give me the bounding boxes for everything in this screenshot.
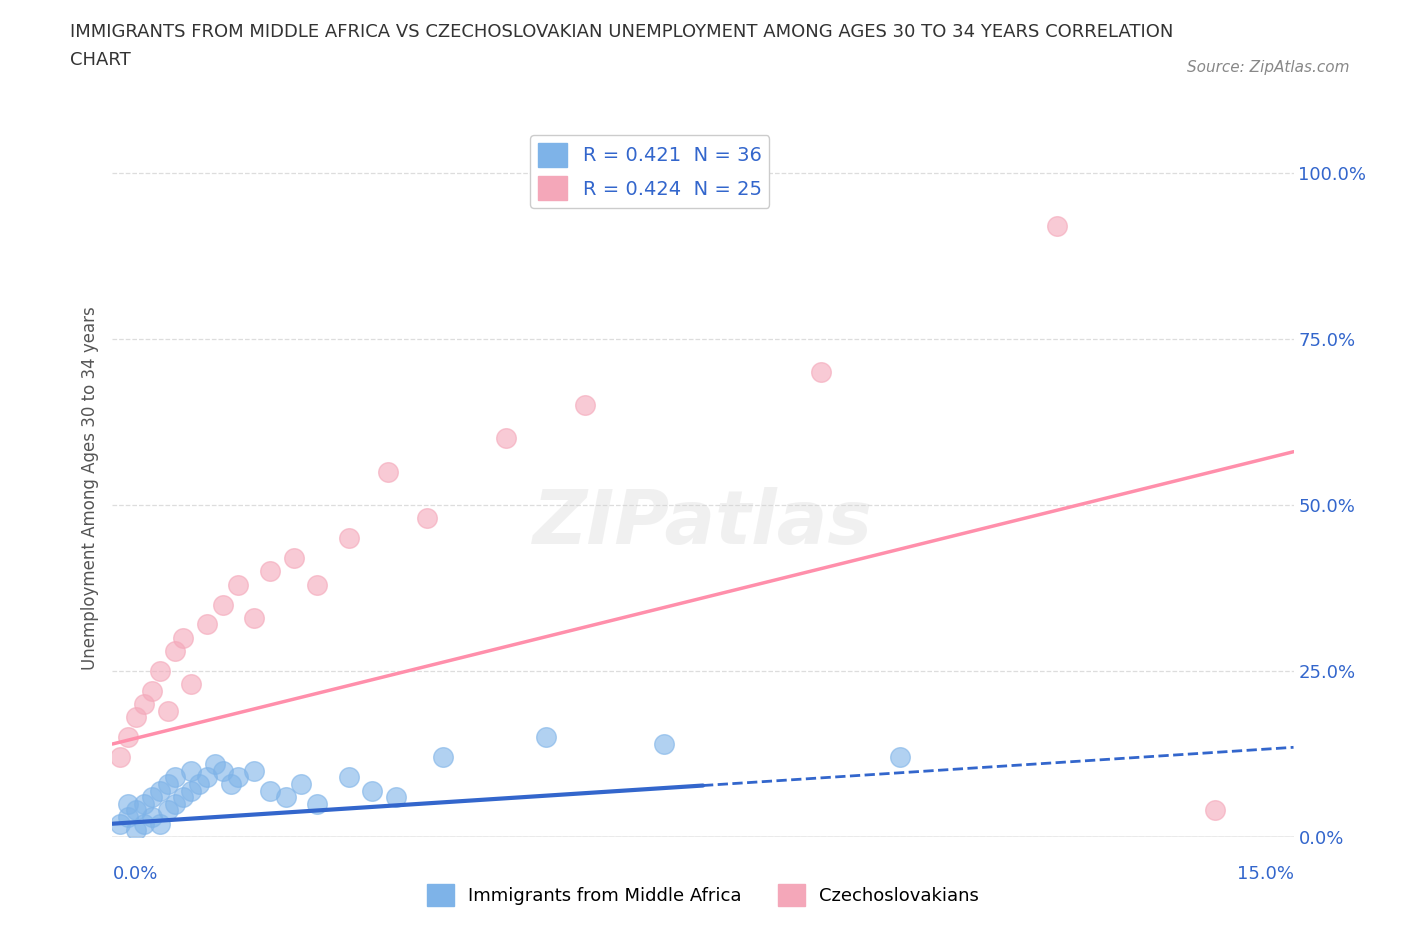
Point xyxy=(117,810,139,825)
Point xyxy=(132,817,155,831)
Point xyxy=(132,796,155,811)
Point xyxy=(180,783,202,798)
Point xyxy=(259,564,281,578)
Point xyxy=(283,551,305,565)
Point xyxy=(117,730,139,745)
Point xyxy=(377,464,399,479)
Text: Source: ZipAtlas.com: Source: ZipAtlas.com xyxy=(1187,60,1350,75)
Point xyxy=(165,770,187,785)
Point xyxy=(156,777,179,791)
Point xyxy=(652,737,675,751)
Point xyxy=(188,777,211,791)
Point xyxy=(125,710,148,724)
Point xyxy=(495,431,517,445)
Point xyxy=(149,817,172,831)
Point xyxy=(211,764,233,778)
Point xyxy=(156,703,179,718)
Point xyxy=(810,365,832,379)
Legend: Immigrants from Middle Africa, Czechoslovakians: Immigrants from Middle Africa, Czechoslo… xyxy=(419,877,987,913)
Point xyxy=(432,750,454,764)
Legend: R = 0.421  N = 36, R = 0.424  N = 25: R = 0.421 N = 36, R = 0.424 N = 25 xyxy=(530,135,769,208)
Text: 0.0%: 0.0% xyxy=(112,865,157,883)
Point xyxy=(125,823,148,838)
Point xyxy=(385,790,408,804)
Point xyxy=(574,398,596,413)
Point xyxy=(165,796,187,811)
Point xyxy=(219,777,242,791)
Point xyxy=(259,783,281,798)
Point xyxy=(172,631,194,645)
Point xyxy=(361,783,384,798)
Point xyxy=(274,790,297,804)
Point xyxy=(125,803,148,817)
Point xyxy=(180,764,202,778)
Point xyxy=(149,783,172,798)
Text: 15.0%: 15.0% xyxy=(1236,865,1294,883)
Y-axis label: Unemployment Among Ages 30 to 34 years: Unemployment Among Ages 30 to 34 years xyxy=(80,306,98,671)
Point xyxy=(156,803,179,817)
Point xyxy=(141,684,163,698)
Point xyxy=(180,677,202,692)
Point xyxy=(307,578,329,592)
Text: CHART: CHART xyxy=(70,51,131,69)
Point xyxy=(1204,803,1226,817)
Point xyxy=(141,810,163,825)
Point xyxy=(889,750,911,764)
Point xyxy=(117,796,139,811)
Point xyxy=(132,697,155,711)
Point xyxy=(243,610,266,625)
Point xyxy=(149,663,172,678)
Point xyxy=(307,796,329,811)
Point xyxy=(110,817,132,831)
Point xyxy=(110,750,132,764)
Point xyxy=(243,764,266,778)
Point xyxy=(1046,219,1069,233)
Point xyxy=(141,790,163,804)
Point xyxy=(165,644,187,658)
Point xyxy=(337,531,360,546)
Point xyxy=(195,617,218,631)
Point xyxy=(195,770,218,785)
Point xyxy=(204,756,226,771)
Point xyxy=(290,777,312,791)
Point xyxy=(172,790,194,804)
Point xyxy=(228,770,250,785)
Point xyxy=(228,578,250,592)
Text: IMMIGRANTS FROM MIDDLE AFRICA VS CZECHOSLOVAKIAN UNEMPLOYMENT AMONG AGES 30 TO 3: IMMIGRANTS FROM MIDDLE AFRICA VS CZECHOS… xyxy=(70,23,1174,41)
Point xyxy=(416,511,439,525)
Point xyxy=(337,770,360,785)
Text: ZIPatlas: ZIPatlas xyxy=(533,486,873,560)
Point xyxy=(211,597,233,612)
Point xyxy=(534,730,557,745)
